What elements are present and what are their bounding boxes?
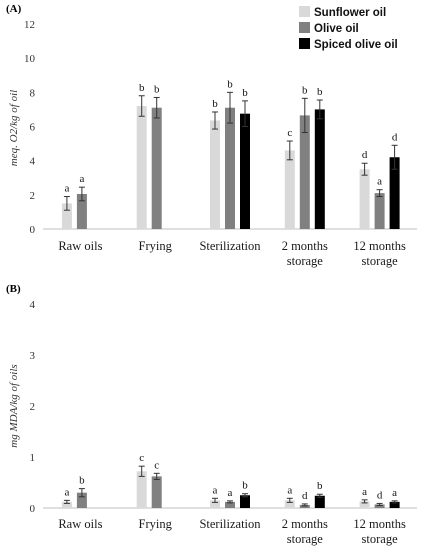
panel-b-ytick-label: 2 — [30, 401, 36, 413]
panel-a-bar-spiced-olive-oil — [240, 113, 250, 229]
panel-a-bar-sunflower-oil — [61, 203, 72, 229]
panel-b-significance-letter: a — [228, 487, 233, 499]
panel-b-significance-letter: b — [79, 475, 85, 487]
panel-a-bar-olive-oil — [225, 107, 235, 229]
panel-b-bar-olive-oil — [151, 476, 162, 508]
panel-a-significance-letter: b — [154, 83, 160, 95]
panel-b-significance-letter: c — [154, 459, 159, 471]
panel-a-significance-letter: c — [287, 127, 292, 139]
panel-b-ytick-label: 3 — [30, 350, 36, 362]
panel-a-significance-letter: b — [317, 86, 323, 98]
panel-b-bar-sunflower-oil — [136, 471, 147, 508]
legend: Sunflower oil Olive oil Spiced olive oil — [299, 6, 398, 51]
panel-b-label: (B) — [6, 283, 21, 295]
panel-a-bar-olive-oil — [76, 193, 87, 229]
panel-b-bar-olive-oil — [374, 504, 385, 508]
panel-a-ytick-label: 8 — [30, 87, 36, 99]
legend-label-sunflower: Sunflower oil — [314, 7, 386, 19]
panel-a-bar-olive-oil — [374, 193, 385, 229]
panel-b-significance-letter: a — [392, 487, 397, 499]
panel-b-ylabel: mg MDA/kg of oils — [8, 364, 20, 447]
panel-b-significance-letter: a — [213, 484, 218, 496]
panel-b-bar-spiced-olive-oil — [389, 501, 400, 508]
panel-a-ytick-label: 0 — [30, 224, 36, 236]
panel-b-ytick-label: 0 — [30, 503, 36, 515]
legend-label-olive: Olive oil — [314, 23, 359, 35]
panel-a-bar-sunflower-oil — [359, 169, 370, 229]
panel-b-significance-letter: d — [377, 489, 383, 501]
panel-b-category-label: Frying — [139, 517, 173, 531]
panel-a-significance-letter: a — [64, 183, 69, 195]
panel-a-bar-spiced-olive-oil — [389, 157, 400, 229]
panel-a-bar-olive-oil — [299, 115, 310, 229]
panel-a-ytick-label: 2 — [30, 190, 36, 202]
panel-a-category-label: 2 months storage — [282, 239, 328, 268]
panel-a-significance-letter: b — [302, 84, 308, 96]
legend-swatch-sunflower — [299, 6, 310, 17]
panel-a-label: (A) — [6, 3, 22, 15]
panel-a-category-label: Raw oils — [58, 239, 102, 253]
panel-b-bar-sunflower-oil — [61, 501, 72, 508]
panel-b-category-label: Raw oils — [58, 517, 102, 531]
panel-b-bar-olive-oil — [76, 492, 87, 508]
panel-b-bar-spiced-olive-oil — [314, 495, 325, 508]
panel-b-bar-sunflower-oil — [284, 500, 295, 508]
panel-a-category-label: Frying — [139, 239, 173, 253]
panel-a-category-label: 12 months storage — [353, 239, 406, 268]
panel-b-significance-letter: a — [287, 484, 292, 496]
panel-b-bar-olive-oil — [225, 501, 235, 508]
panel-a-category-label: Sterilization — [199, 239, 261, 253]
panel-b-ytick-label: 1 — [30, 452, 36, 464]
panel-a-significance-letter: a — [377, 176, 382, 188]
panel-b-significance-letter: b — [317, 480, 323, 492]
panel-b-category-label: Sterilization — [199, 517, 261, 531]
panel-a-bar-spiced-olive-oil — [314, 109, 325, 229]
panel-a-bar-sunflower-oil — [284, 150, 295, 229]
panel-b-bar-spiced-olive-oil — [240, 495, 250, 508]
panel-a-significance-letter: b — [227, 78, 233, 90]
panel-a-significance-letter: b — [139, 82, 145, 94]
panel-b-bar-sunflower-oil — [210, 500, 220, 508]
panel-b-significance-letter: a — [362, 486, 367, 498]
legend-label-spiced-olive: Spiced olive oil — [314, 39, 398, 51]
legend-swatch-olive — [299, 22, 310, 33]
panel-a-significance-letter: d — [392, 131, 398, 143]
panel-b-bar-sunflower-oil — [359, 501, 370, 508]
panel-a-significance-letter: b — [242, 87, 248, 99]
panel-b-significance-letter: a — [64, 486, 69, 498]
panel-b-ytick-label: 4 — [30, 299, 36, 311]
panel-a-bar-sunflower-oil — [210, 120, 220, 229]
panel-b-significance-letter: b — [242, 480, 248, 492]
panel-b-category-label: 2 months storage — [282, 517, 328, 546]
panel-a-ylabel: meq. O2/kg of oil — [8, 90, 20, 166]
panel-a-ytick-label: 12 — [24, 19, 35, 31]
panel-a-significance-letter: d — [362, 149, 368, 161]
panel-b-category-label: 12 months storage — [353, 517, 406, 546]
panel-b-significance-letter: d — [302, 490, 308, 502]
legend-swatch-spiced-olive — [299, 38, 310, 49]
panel-a-bar-sunflower-oil — [136, 106, 147, 229]
panel-b-bar-olive-oil — [299, 504, 310, 508]
panel-b-significance-letter: c — [139, 452, 144, 464]
panel-a-bar-olive-oil — [151, 107, 162, 229]
panel-a-ytick-label: 4 — [30, 156, 36, 168]
panel-a-significance-letter: b — [212, 98, 218, 110]
panel-a-ytick-label: 6 — [30, 122, 36, 134]
panel-a-ytick-label: 10 — [24, 53, 36, 65]
panel-a-significance-letter: a — [79, 173, 84, 185]
